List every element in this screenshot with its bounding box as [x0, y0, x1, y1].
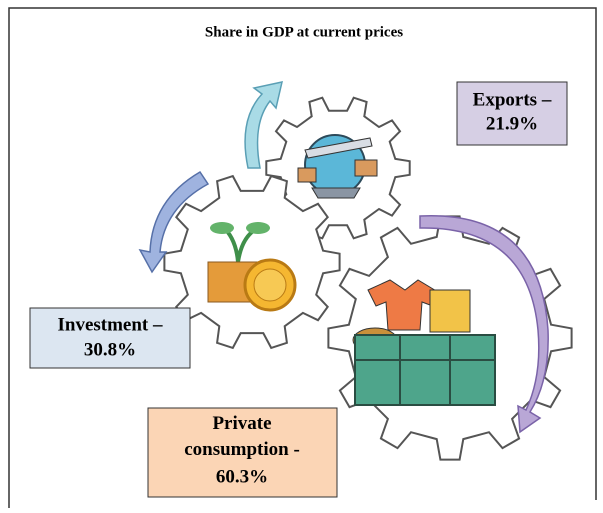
- infographic: Share in GDP at current prices Exports –…: [0, 0, 603, 513]
- page: Share in GDP at current prices Exports –…: [0, 0, 603, 513]
- box-value: 21.9%: [486, 113, 538, 134]
- box-label: Exports –: [473, 89, 552, 110]
- title: Share in GDP at current prices: [205, 24, 403, 40]
- box-value: 30.8%: [84, 339, 136, 360]
- box-value: 60.3%: [216, 466, 268, 487]
- box-label: Investment –: [57, 314, 163, 335]
